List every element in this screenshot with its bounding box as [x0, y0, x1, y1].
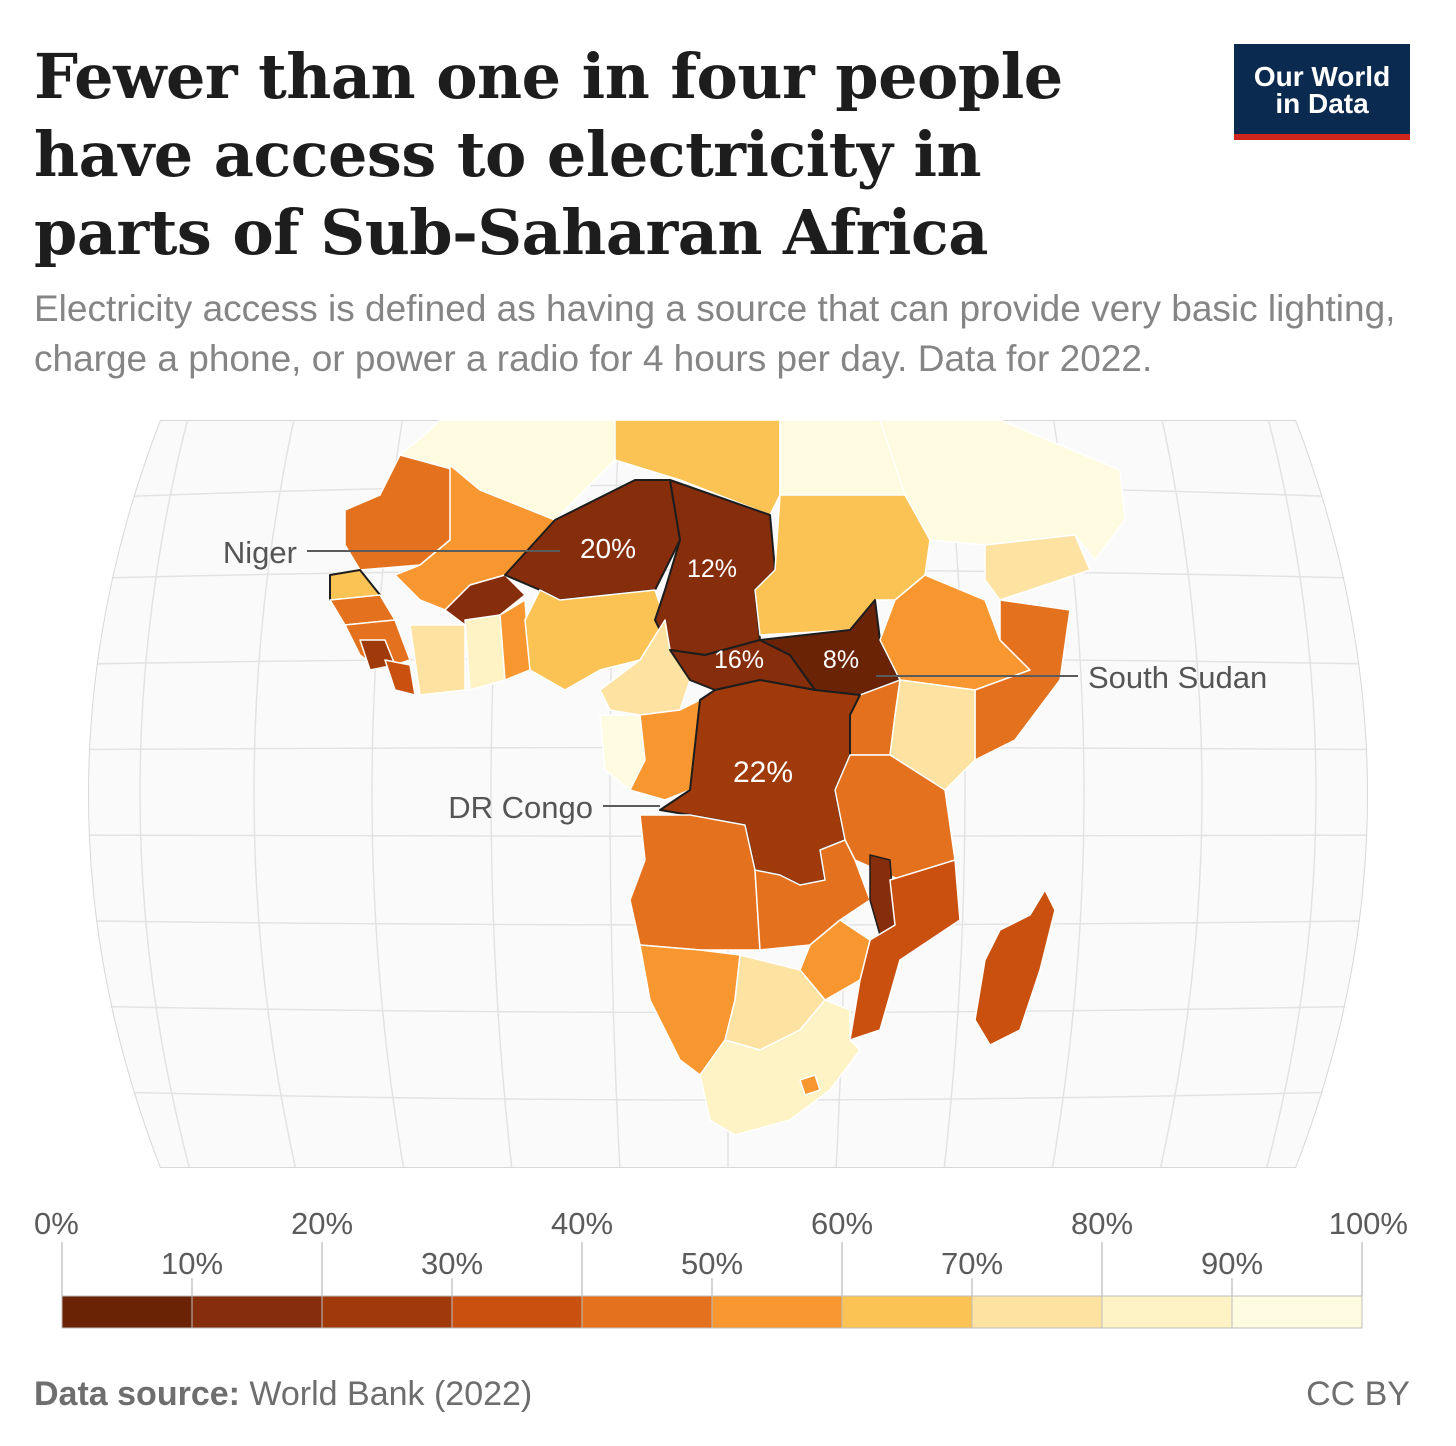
africa-map[interactable]: Niger South Sudan DR Congo 20% 12% 16% 8…: [0, 410, 1456, 1170]
legend-label-top: 20%: [291, 1206, 353, 1241]
legend-swatch: [581, 1295, 713, 1329]
label-niger: Niger: [223, 535, 297, 570]
legend-swatch: [971, 1295, 1103, 1329]
legend-labels-bottom: 10% 30% 50% 70% 90%: [161, 1246, 1263, 1281]
label-dr-congo: DR Congo: [448, 790, 593, 825]
legend-label-top: 80%: [1071, 1206, 1133, 1241]
country-shapes: [329, 420, 1126, 1136]
legend-label-top: 60%: [811, 1206, 873, 1241]
value-chad: 12%: [687, 555, 737, 583]
chart-subtitle: Electricity access is defined as having …: [34, 288, 1396, 379]
data-source: Data source: World Bank (2022): [34, 1375, 532, 1414]
data-source-text: World Bank (2022): [239, 1375, 533, 1413]
owid-logo[interactable]: Our World in Data: [1234, 44, 1410, 140]
legend-label-top: 100%: [1329, 1206, 1408, 1241]
color-legend: 0% 20% 40% 60% 80% 100% 10% 30% 50% 70% 90%: [34, 1206, 1408, 1329]
value-car: 16%: [714, 646, 764, 674]
legend-swatches: [61, 1295, 1363, 1329]
legend-swatch: [321, 1295, 453, 1329]
legend-label-bottom: 70%: [941, 1246, 1003, 1281]
legend-swatch: [711, 1295, 843, 1329]
legend-swatch: [1231, 1295, 1363, 1329]
legend-tick-lines: [61, 1242, 1363, 1296]
legend-label-bottom: 50%: [681, 1246, 743, 1281]
logo-line-1: Our World: [1253, 61, 1391, 92]
legend-label-top: 0%: [34, 1206, 79, 1241]
logo-line-2: in Data: [1275, 88, 1369, 119]
legend-labels-top: 0% 20% 40% 60% 80% 100%: [34, 1206, 1408, 1241]
legend-label-bottom: 90%: [1201, 1246, 1263, 1281]
legend-swatch: [841, 1295, 973, 1329]
value-dr-congo: 22%: [733, 756, 793, 789]
legend-label-bottom: 10%: [161, 1246, 223, 1281]
license-link[interactable]: CC BY: [1306, 1375, 1410, 1413]
legend-label-top: 40%: [551, 1206, 613, 1241]
legend-label-bottom: 30%: [421, 1246, 483, 1281]
globe-graticule: [88, 420, 1368, 1168]
callouts: Niger South Sudan DR Congo 20% 12% 16% 8…: [223, 533, 1267, 825]
label-south-sudan: South Sudan: [1088, 660, 1267, 695]
value-niger: 20%: [580, 533, 636, 564]
legend-swatch: [61, 1295, 193, 1329]
legend-swatch: [1101, 1295, 1233, 1329]
value-south-sudan: 8%: [823, 646, 859, 674]
legend-swatch: [191, 1295, 323, 1329]
legend-swatch: [451, 1295, 583, 1329]
chart-title: Fewer than one in four people have acces…: [34, 40, 1063, 269]
data-source-label: Data source:: [34, 1375, 240, 1413]
